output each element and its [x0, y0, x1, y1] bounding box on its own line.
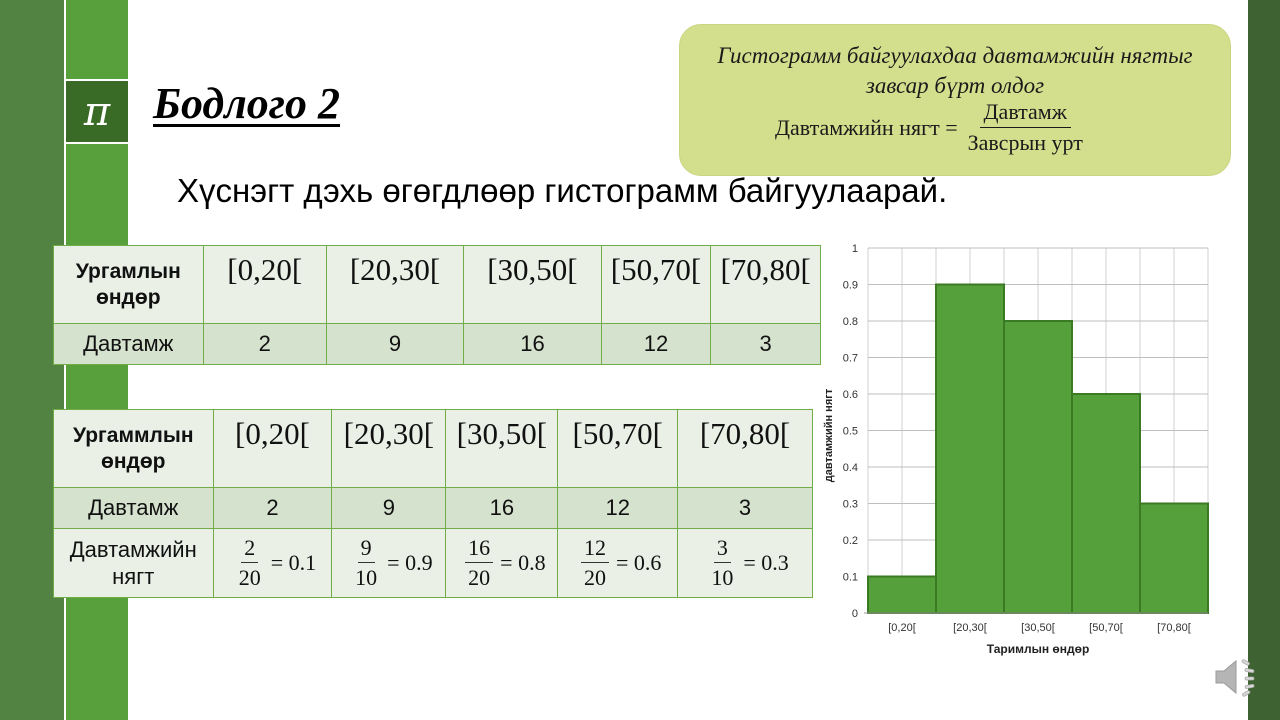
density-label-line: нягт — [112, 564, 155, 589]
histogram-bar — [867, 575, 937, 614]
table-row: Ургаммлын өндөр [0,20[ [20,30[ [30,50[ [… — [53, 409, 813, 488]
result: = 0.8 — [500, 550, 546, 575]
density-cell: 9 10 = 0.9 — [331, 528, 447, 598]
frequency-table: Ургамлын өндөр [0,20[ [20,30[ [30,50[ [5… — [53, 245, 821, 365]
header-cell: Ургаммлын өндөр — [53, 409, 214, 488]
freq-cell: 12 — [600, 323, 712, 365]
header-line: Ургамлын — [75, 259, 181, 283]
result: = 0.9 — [387, 550, 433, 575]
result: = 0.3 — [743, 550, 789, 575]
freq-label: Давтамж — [53, 323, 204, 365]
header-line: өндөр — [96, 285, 161, 309]
density-cell: 2 20 = 0.1 — [212, 528, 333, 598]
freq-label: Давтамж — [53, 487, 214, 529]
x-tick-label: [70,80[ — [1157, 622, 1191, 634]
speaker-icon[interactable] — [1212, 655, 1264, 699]
x-tick-label: [0,20[ — [888, 622, 916, 634]
denominator: 20 — [238, 565, 261, 590]
denominator: 20 — [584, 565, 607, 590]
y-tick-label: 0.1 — [843, 572, 858, 584]
header-line: Ургаммлын — [72, 423, 194, 447]
result: = 0.6 — [616, 550, 662, 575]
interval-cell: [20,30[ — [331, 409, 447, 488]
denominator: 10 — [711, 565, 734, 590]
density-cell: 12 20 = 0.6 — [557, 528, 679, 598]
y-tick-label: 0.6 — [843, 389, 858, 401]
histogram-chart: 0 0.1 0.2 0.3 0.4 0.5 0.6 0.7 0.8 0.9 1 [0,20[ [20,3… — [823, 243, 1209, 656]
slide-title: Бодлого 2 — [153, 79, 341, 128]
density-label: Давтамжийн нягт — [53, 528, 214, 598]
numerator: 3 — [713, 535, 731, 563]
formula-fraction: Давтамж Завсрын урт — [964, 99, 1087, 156]
freq-cell: 9 — [325, 323, 465, 365]
formula-numerator: Давтамж — [979, 99, 1071, 128]
freq-cell: 2 — [212, 487, 333, 529]
y-tick-label: 0.4 — [843, 462, 858, 474]
numerator: 9 — [357, 535, 375, 563]
interval-cell: [30,50[ — [463, 245, 602, 324]
y-tick-label: 1 — [852, 243, 858, 255]
density-cell: 16 20 = 0.8 — [445, 528, 559, 598]
x-axis-title: Таримлын өндөр — [987, 642, 1090, 656]
numerator: 16 — [465, 535, 494, 563]
y-tick-label: 0.5 — [843, 426, 858, 438]
table-row: Давтамж 2 9 16 12 3 — [53, 487, 813, 529]
histogram-bar — [1139, 502, 1209, 614]
freq-cell: 16 — [463, 323, 602, 365]
table-row: Давтамж 2 9 16 12 3 — [53, 323, 821, 365]
histogram-bar — [1071, 393, 1141, 614]
numerator: 12 — [581, 535, 610, 563]
freq-cell: 16 — [445, 487, 559, 529]
histogram-bar — [935, 283, 1005, 614]
interval-cell: [30,50[ — [445, 409, 559, 488]
callout-line2: завсар бүрт олдог — [865, 73, 1045, 98]
interval-cell: [50,70[ — [557, 409, 679, 488]
density-formula: Давтамжийн нягт = Давтамж Завсрын урт — [775, 99, 1087, 156]
y-axis-title: давтамжийн нягт — [823, 388, 835, 482]
freq-cell: 12 — [557, 487, 679, 529]
histogram-bar — [1003, 320, 1073, 614]
callout-line1: Гистограмм байгуулахдаа давтамжийн нягты… — [717, 43, 1193, 68]
y-tick-label: 0.8 — [843, 316, 858, 328]
x-tick-label: [20,30[ — [953, 622, 987, 634]
table-row: Ургамлын өндөр [0,20[ [20,30[ [30,50[ [5… — [53, 245, 821, 324]
pi-icon: π — [66, 79, 128, 144]
interval-cell: [0,20[ — [202, 245, 327, 324]
instruction-text: Хүснэгт дэхь өгөгдлөөр гистограмм байгуу… — [177, 172, 948, 209]
interval-cell: [0,20[ — [212, 409, 333, 488]
y-tick-label: 0.2 — [843, 535, 858, 547]
y-tick-label: 0 — [852, 608, 858, 620]
formula-callout: Гистограмм байгуулахдаа давтамжийн нягты… — [679, 24, 1231, 176]
x-tick-label: [30,50[ — [1021, 622, 1055, 634]
freq-cell: 3 — [677, 487, 813, 529]
x-tick-label: [50,70[ — [1089, 622, 1123, 634]
y-tick-label: 0.3 — [843, 499, 858, 511]
table-row: Давтамжийн нягт 2 20 = 0.1 9 10 = 0.9 16 20 = … — [53, 528, 813, 598]
freq-cell: 3 — [710, 323, 821, 365]
interval-cell: [20,30[ — [325, 245, 465, 324]
formula-denominator: Завсрын урт — [967, 130, 1083, 155]
y-tick-label: 0.7 — [843, 353, 858, 365]
denominator: 10 — [355, 565, 378, 590]
result: = 0.1 — [270, 550, 317, 575]
freq-cell: 9 — [331, 487, 447, 529]
formula-lhs: Давтамжийн нягт = — [775, 114, 958, 140]
density-table: Ургаммлын өндөр [0,20[ [20,30[ [30,50[ [… — [53, 409, 813, 598]
density-label-line: Давтамжийн — [69, 537, 197, 562]
right-band — [1248, 0, 1280, 720]
y-tick-label: 0.9 — [843, 280, 858, 292]
header-cell: Ургамлын өндөр — [53, 245, 204, 324]
interval-cell: [70,80[ — [710, 245, 821, 324]
density-cell: 3 10 = 0.3 — [677, 528, 813, 598]
interval-cell: [50,70[ — [600, 245, 712, 324]
denominator: 20 — [468, 565, 491, 590]
freq-cell: 2 — [202, 323, 327, 365]
interval-cell: [70,80[ — [677, 409, 813, 488]
header-line: өндөр — [101, 449, 166, 473]
numerator: 2 — [241, 535, 259, 563]
